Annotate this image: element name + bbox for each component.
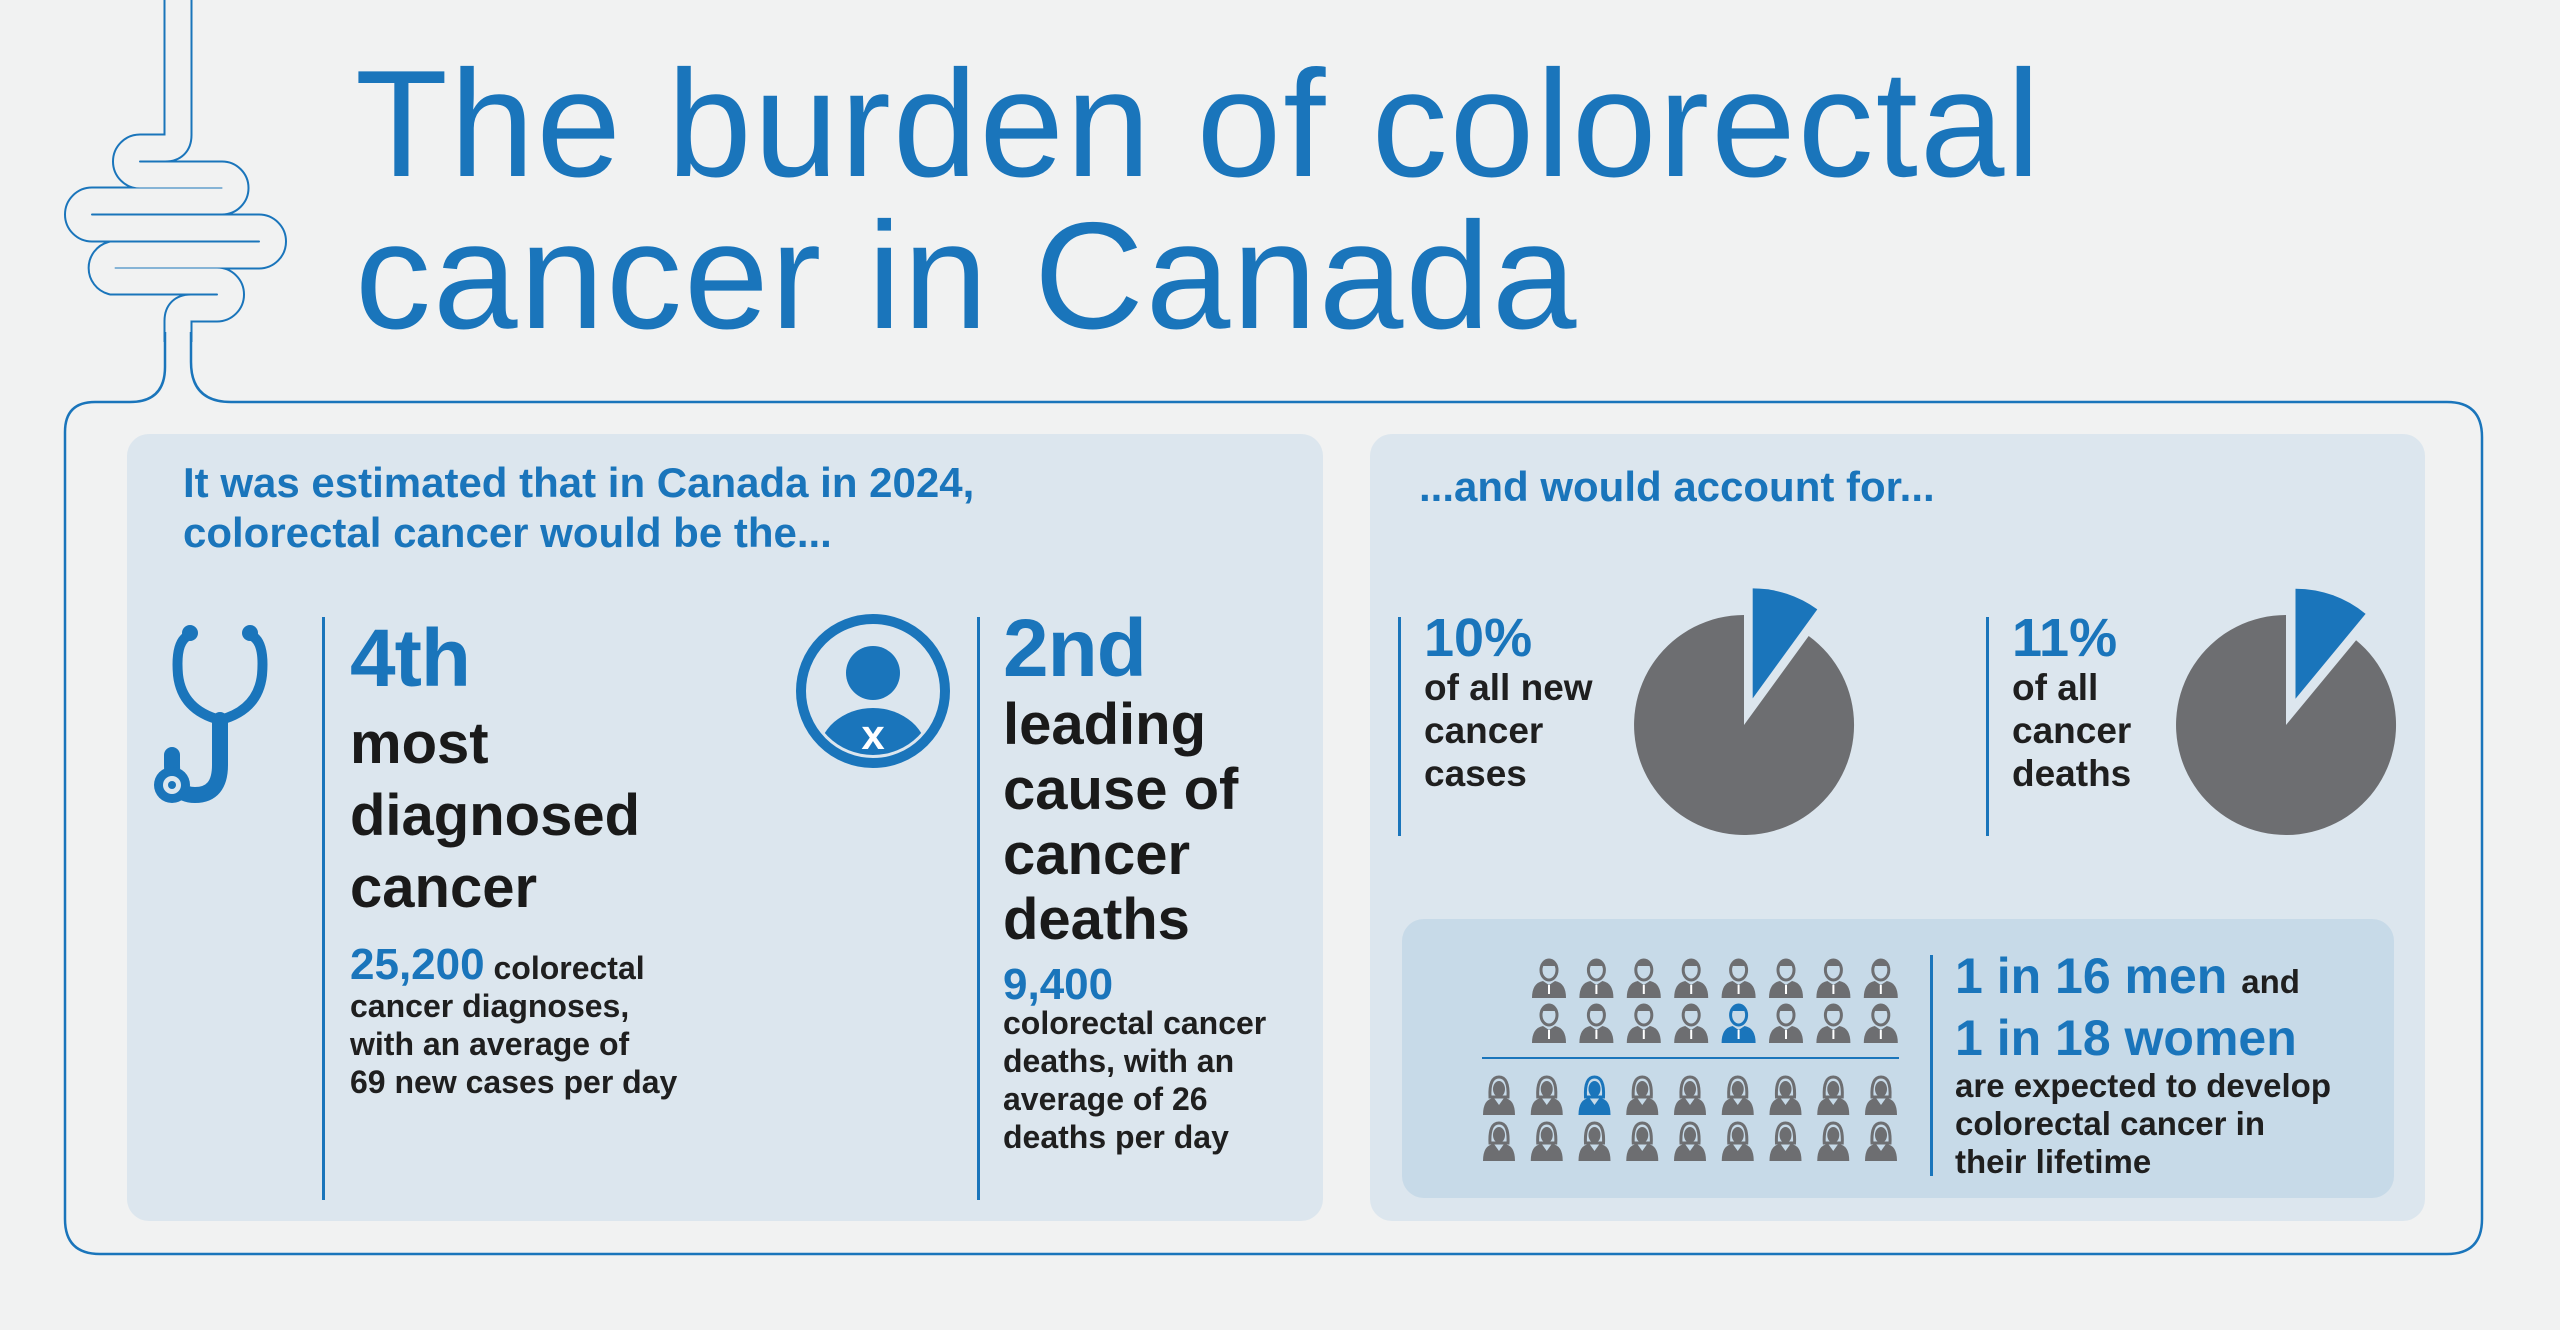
man-icon	[1626, 958, 1661, 998]
woman-icon	[1865, 1121, 1897, 1161]
woman-icon	[1721, 1075, 1754, 1115]
outline-frame	[63, 332, 2484, 1256]
woman-icon	[1769, 1075, 1802, 1115]
divider	[1398, 617, 1401, 836]
detail-text: cancer diagnoses,	[350, 988, 630, 1024]
pie-chart	[1634, 588, 1855, 835]
pie-slice-rest	[2176, 615, 2397, 835]
intro-line: colorectal cancer would be the...	[183, 509, 832, 556]
detail-text: deaths, with an	[1003, 1043, 1235, 1079]
person-x-icon: x	[796, 614, 950, 768]
woman-icon	[1817, 1121, 1850, 1161]
rank-label: deaths	[1003, 887, 1190, 952]
man-icon	[1863, 1003, 1898, 1043]
woman-icon	[1769, 1121, 1802, 1161]
x-letter: x	[861, 711, 885, 758]
lifetime-text: are expected to develop	[1955, 1067, 2331, 1104]
woman-icon	[1674, 1075, 1706, 1115]
man-icon	[1532, 1003, 1566, 1043]
woman-icon	[1674, 1121, 1706, 1161]
detail-text: average of 26	[1003, 1081, 1208, 1117]
detail-text: colorectal cancer	[1003, 1005, 1267, 1041]
divider	[322, 617, 325, 1200]
woman-icon	[1530, 1075, 1563, 1115]
pie-text: cancer	[1424, 710, 1544, 751]
man-icon	[1579, 958, 1614, 998]
rank-value: 2nd	[1003, 603, 1147, 694]
man-icon	[1769, 1003, 1803, 1043]
pie-text: cancer	[2012, 710, 2132, 751]
rank-value: 4th	[350, 613, 471, 704]
pie-text: of all new	[1424, 667, 1593, 708]
woman-icon	[1626, 1121, 1659, 1161]
divider	[1986, 617, 1989, 836]
divider	[1930, 955, 1933, 1176]
page-title-line2: cancer in Canada	[355, 191, 1579, 361]
stat-diagnosed: 4th most diagnosed cancer 25,200 colorec…	[350, 618, 677, 1101]
detail-text: with an average of	[350, 1026, 630, 1062]
percent-value: 11%	[2012, 608, 2118, 668]
rank-label: most	[350, 711, 489, 776]
man-icon	[1626, 1003, 1661, 1043]
woman-icon	[1530, 1121, 1563, 1161]
stat-deaths: 2nd leading cause of cancer deaths 9,400…	[1003, 608, 1266, 1156]
woman-icon	[1626, 1075, 1659, 1115]
detail-text: deaths per day	[1003, 1119, 1229, 1155]
rank-label: cancer	[350, 855, 538, 920]
woman-icon	[1578, 1121, 1611, 1161]
pie-stat-deaths: 11% of all cancer deaths	[2012, 610, 2131, 795]
count-value: 9,400	[1003, 960, 1114, 1009]
page-title-line1: The burden of colorectal	[355, 39, 2043, 209]
man-icon	[1579, 1003, 1614, 1043]
lifetime-risk-text: 1 in 16 men and 1 in 18 women are expect…	[1955, 948, 2331, 1181]
intro-line: It was estimated that in Canada in 2024,	[183, 459, 975, 506]
pie-text: deaths	[2012, 753, 2132, 794]
detail-text: 69 new cases per day	[350, 1064, 678, 1100]
man-icon	[1674, 1003, 1709, 1043]
pie-chart	[2176, 588, 2397, 835]
count-value: 25,200	[350, 940, 485, 989]
rank-panel	[127, 434, 1323, 1221]
woman-icon	[1483, 1075, 1515, 1115]
pie-slice-rest	[1634, 615, 1855, 835]
woman-icon	[1483, 1121, 1515, 1161]
man-icon	[1674, 958, 1709, 998]
women-ratio: 1 in 18 women	[1955, 1010, 2297, 1066]
man-icon	[1863, 958, 1898, 998]
detail-text: colorectal	[493, 950, 645, 986]
divider	[977, 617, 980, 1200]
pie-slice-highlight	[2295, 588, 2366, 699]
stethoscope-icon	[154, 625, 268, 804]
rank-label: cause of	[1003, 757, 1239, 822]
man-icon	[1721, 958, 1756, 998]
share-intro: ...and would account for...	[1419, 463, 1935, 510]
rank-label: leading	[1003, 692, 1207, 757]
rank-label: cancer	[1003, 822, 1191, 887]
woman-icon	[1865, 1075, 1897, 1115]
pie-text: of all	[2012, 667, 2099, 708]
rank-label: diagnosed	[350, 783, 641, 848]
man-icon	[1816, 1003, 1851, 1043]
lifetime-text: colorectal cancer in	[1955, 1105, 2265, 1142]
percent-value: 10%	[1424, 608, 1533, 668]
man-icon	[1816, 958, 1851, 998]
pie-text: cases	[1424, 753, 1527, 794]
pie-stat-cases: 10% of all new cancer cases	[1424, 610, 1593, 795]
man-icon	[1769, 958, 1803, 998]
lifetime-text: their lifetime	[1955, 1143, 2152, 1180]
woman-icon	[1578, 1075, 1611, 1115]
men-ratio: 1 in 16 men	[1955, 948, 2228, 1004]
man-icon	[1721, 1003, 1756, 1043]
intestine-icon	[64, 0, 287, 343]
pie-slice-highlight	[1752, 588, 1818, 699]
rank-intro: It was estimated that in Canada in 2024,…	[183, 458, 974, 558]
man-icon	[1532, 958, 1566, 998]
and-text: and	[2241, 963, 2300, 1000]
woman-icon	[1817, 1075, 1850, 1115]
woman-icon	[1721, 1121, 1754, 1161]
